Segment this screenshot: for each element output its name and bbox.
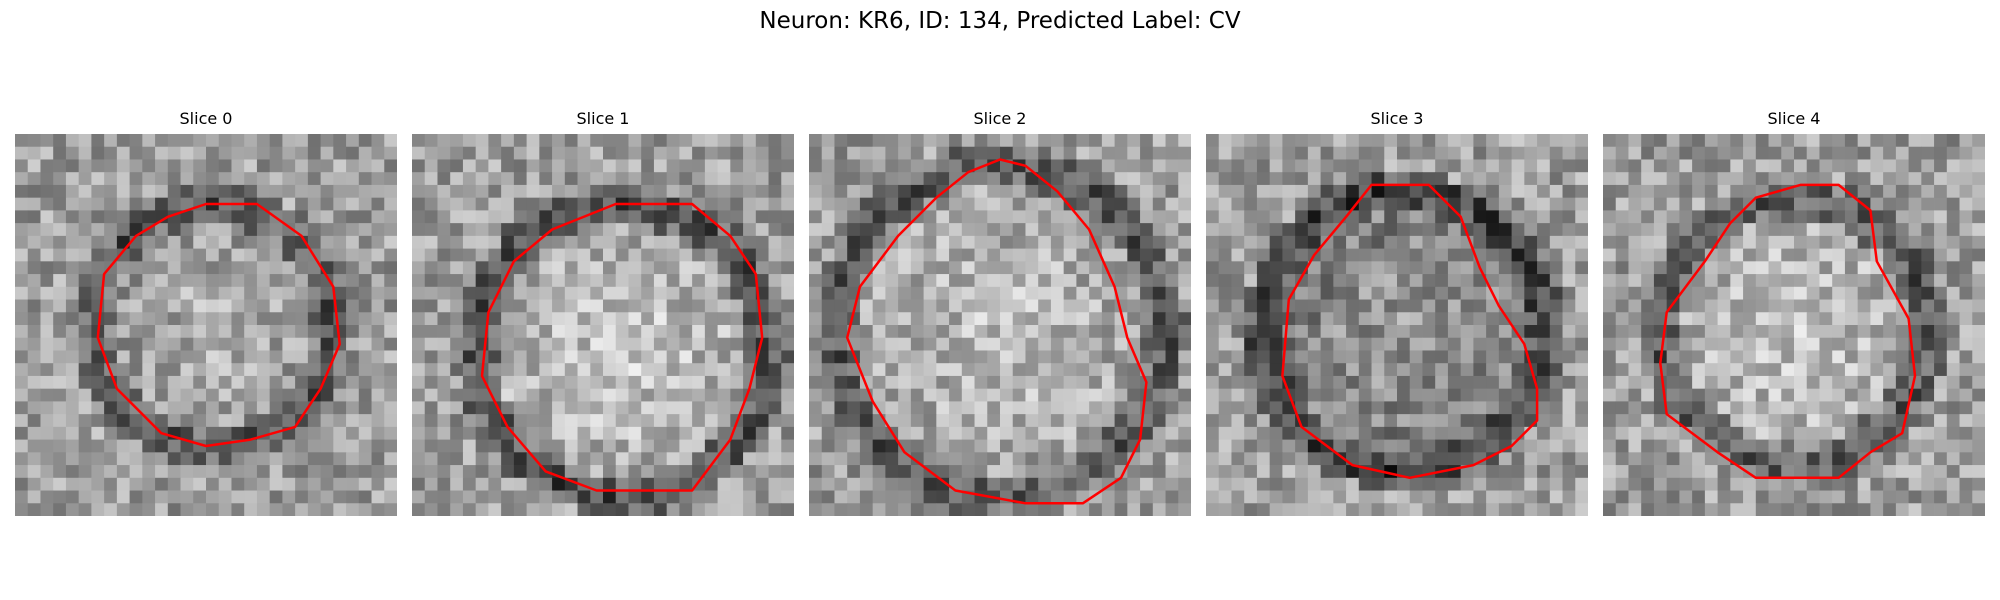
slice-panel-2: Slice 2 — [809, 108, 1191, 516]
slice-panel-1: Slice 1 — [412, 108, 794, 516]
slice-title-3: Slice 3 — [1370, 109, 1424, 128]
slice-panel-0: Slice 0 — [15, 108, 397, 516]
slice-title-4: Slice 4 — [1767, 109, 1821, 128]
slice-title-2: Slice 2 — [973, 109, 1027, 128]
slice-panel-4: Slice 4 — [1603, 108, 1985, 516]
slice-image-1 — [412, 134, 794, 516]
slice-contour-0 — [96, 202, 341, 448]
slice-image-2 — [809, 134, 1191, 516]
slice-title-0: Slice 0 — [179, 109, 233, 128]
slice-contour-1 — [480, 202, 764, 492]
slice-panel-3: Slice 3 — [1206, 108, 1588, 516]
slice-contour-2 — [845, 158, 1148, 505]
slice-contour-3 — [1281, 183, 1539, 480]
slice-contour-4 — [1659, 183, 1917, 480]
slice-image-4 — [1603, 134, 1985, 516]
slice-title-1: Slice 1 — [576, 109, 630, 128]
slice-image-3 — [1206, 134, 1588, 516]
slice-image-0 — [15, 134, 397, 516]
figure-title: Neuron: KR6, ID: 134, Predicted Label: C… — [759, 8, 1241, 34]
